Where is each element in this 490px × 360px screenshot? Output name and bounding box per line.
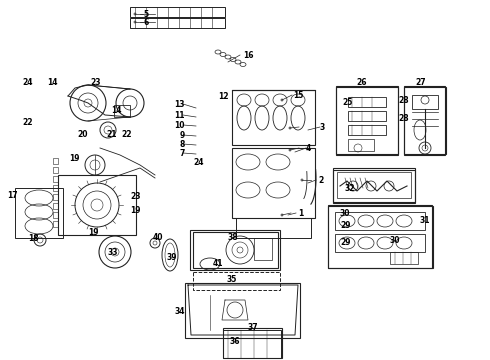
Text: 25: 25: [342, 98, 352, 107]
Text: 19: 19: [70, 153, 80, 162]
Bar: [335, 234, 425, 252]
Text: 27: 27: [415, 77, 426, 86]
Bar: [335, 212, 425, 230]
Bar: [223, 328, 282, 358]
Text: 37: 37: [248, 324, 259, 333]
Text: 8: 8: [180, 140, 185, 149]
Text: 23: 23: [90, 77, 100, 86]
Bar: [390, 252, 418, 264]
Text: 29: 29: [340, 238, 350, 247]
Bar: [348, 97, 386, 107]
Text: 5: 5: [143, 9, 148, 18]
Bar: [53, 203, 58, 209]
Bar: [53, 167, 58, 173]
Bar: [412, 95, 438, 109]
Text: 21: 21: [106, 130, 117, 139]
Text: 16: 16: [243, 50, 253, 59]
Text: 24: 24: [23, 77, 33, 86]
Bar: [185, 283, 300, 338]
Bar: [58, 175, 136, 235]
Bar: [53, 212, 58, 218]
Bar: [53, 158, 58, 164]
Bar: [193, 272, 280, 290]
Bar: [404, 86, 445, 155]
Bar: [254, 238, 272, 260]
Text: 12: 12: [218, 91, 228, 100]
Bar: [53, 194, 58, 200]
Text: 11: 11: [174, 111, 185, 120]
Bar: [337, 172, 411, 198]
Text: 39: 39: [167, 252, 177, 261]
Text: 34: 34: [174, 307, 185, 316]
Bar: [348, 125, 386, 135]
Text: 22: 22: [23, 117, 33, 126]
Text: 13: 13: [174, 99, 185, 108]
Bar: [190, 230, 280, 270]
Text: 14: 14: [48, 77, 58, 86]
Text: 36: 36: [230, 338, 241, 346]
Text: 31: 31: [420, 216, 431, 225]
Bar: [348, 111, 386, 121]
Text: 6: 6: [143, 18, 148, 27]
Text: 40: 40: [153, 233, 164, 242]
Text: 17: 17: [7, 190, 18, 199]
Bar: [223, 330, 281, 358]
Bar: [404, 87, 446, 154]
Text: 2: 2: [318, 176, 323, 185]
Text: 20: 20: [77, 130, 88, 139]
Bar: [193, 232, 278, 268]
Bar: [333, 170, 415, 202]
Text: 4: 4: [306, 144, 311, 153]
Bar: [232, 90, 315, 145]
Text: 38: 38: [228, 233, 239, 242]
Text: 41: 41: [213, 258, 223, 267]
Bar: [333, 168, 415, 203]
Text: 26: 26: [356, 77, 367, 86]
Bar: [53, 176, 58, 182]
Text: 35: 35: [227, 275, 237, 284]
Text: 23: 23: [130, 192, 141, 201]
Bar: [348, 139, 374, 151]
Text: 15: 15: [293, 90, 303, 99]
Bar: [130, 18, 225, 28]
Text: 24: 24: [193, 158, 203, 166]
Bar: [114, 105, 130, 117]
Text: 28: 28: [398, 95, 409, 104]
Text: 14: 14: [112, 105, 122, 114]
Bar: [336, 87, 398, 154]
Text: 1: 1: [298, 208, 303, 217]
Bar: [232, 148, 315, 218]
Bar: [336, 86, 398, 155]
Text: 30: 30: [390, 235, 400, 244]
Text: 32: 32: [345, 184, 356, 193]
Bar: [328, 206, 433, 268]
Bar: [130, 7, 225, 17]
Text: 7: 7: [180, 149, 185, 158]
Bar: [53, 185, 58, 191]
Text: 30: 30: [340, 208, 350, 217]
Text: 18: 18: [28, 234, 39, 243]
Text: 29: 29: [340, 220, 350, 230]
Text: 9: 9: [180, 131, 185, 140]
Bar: [53, 221, 58, 227]
Text: 10: 10: [174, 121, 185, 130]
Text: 19: 19: [130, 206, 141, 215]
Bar: [15, 188, 63, 238]
Text: 19: 19: [88, 228, 98, 237]
Text: 33: 33: [108, 248, 119, 257]
Text: 22: 22: [121, 130, 131, 139]
Bar: [236, 218, 311, 238]
Bar: [328, 205, 432, 268]
Text: 28: 28: [398, 113, 409, 122]
Text: 3: 3: [320, 122, 325, 131]
